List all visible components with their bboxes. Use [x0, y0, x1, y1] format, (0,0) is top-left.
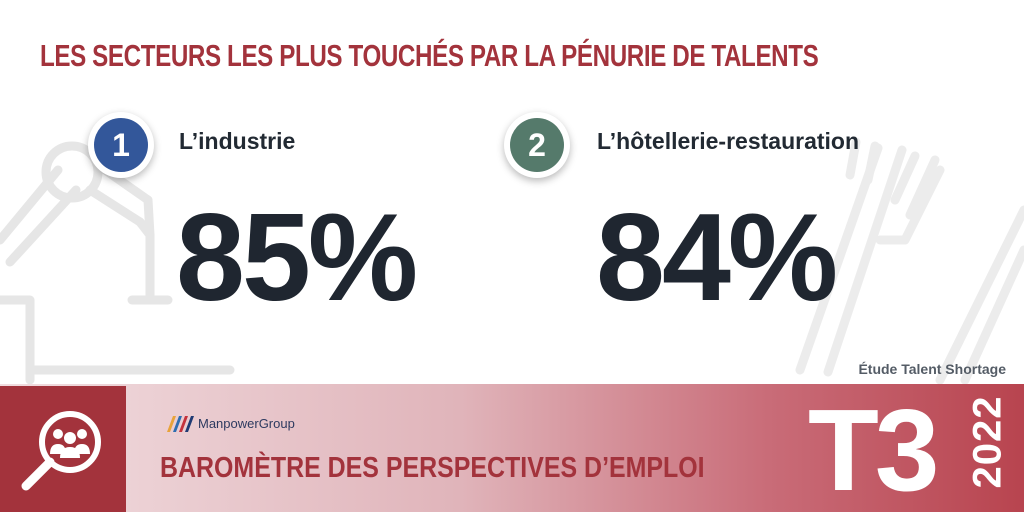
magnifier-people-icon: [21, 411, 101, 491]
page-title: LES SECTEURS LES PLUS TOUCHÉS PAR LA PÉN…: [40, 38, 819, 73]
fork-icon: [795, 137, 945, 377]
knife-icon: [935, 205, 1024, 385]
brand: ManpowerGroup: [166, 412, 295, 434]
rank-badge-2: 2: [504, 112, 570, 178]
sector-label-1: L’industrie: [179, 128, 296, 154]
rank-badge-1: 1: [88, 112, 154, 178]
manpowergroup-logo-icon: [167, 416, 194, 432]
year-label: 2022: [965, 395, 1010, 489]
sector-percentage-1: 85%: [176, 189, 418, 327]
quarter-label: T3: [808, 385, 939, 512]
source-note: Étude Talent Shortage: [858, 361, 1006, 377]
footer-banner: [0, 384, 1024, 512]
robot-arm-icon: [0, 141, 235, 385]
rank-number-1: 1: [94, 118, 148, 172]
brand-name: ManpowerGroup: [198, 415, 295, 431]
sector-label-2: L’hôtellerie-restauration: [597, 128, 860, 154]
rank-number-2: 2: [510, 118, 564, 172]
banner-icon-box: [0, 386, 126, 512]
sector-percentage-2: 84%: [596, 189, 838, 327]
banner-title: BAROMÈTRE DES PERSPECTIVES D’EMPLOI: [160, 452, 705, 484]
